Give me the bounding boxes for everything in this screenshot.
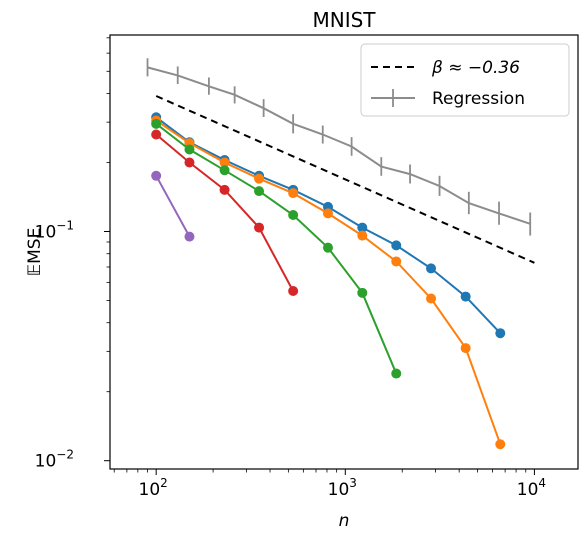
series-2-line — [155, 116, 502, 334]
series-5-point — [219, 184, 230, 195]
series-5-point — [254, 222, 265, 233]
x-axis-label: n — [339, 511, 350, 531]
series-3-point — [495, 439, 506, 450]
series-4-point — [357, 287, 368, 298]
series-4-point — [254, 186, 265, 197]
series-2-point — [391, 240, 402, 251]
series-4-point — [322, 242, 333, 253]
series-2-point — [495, 328, 506, 339]
series-4-line — [155, 123, 398, 374]
series-3-point — [219, 157, 230, 168]
plot-area — [146, 58, 535, 450]
legend-label: Regression — [432, 89, 525, 109]
regression-line — [147, 66, 531, 225]
series-5-point — [184, 157, 195, 168]
legend: β ≈ −0.36 Regression — [360, 43, 570, 117]
y-tick-label: 10−2 — [35, 448, 74, 472]
series-3-point — [426, 293, 437, 304]
plot-frame — [109, 34, 579, 470]
x-tick-label: 104 — [517, 476, 546, 500]
x-tick-label: 103 — [328, 476, 357, 500]
series-3-point — [357, 230, 368, 241]
legend-label: β ≈ −0.36 — [431, 58, 520, 78]
series-2-point — [426, 263, 437, 274]
series-4-point — [184, 144, 195, 155]
series-3-point — [460, 343, 471, 354]
y-tick-label: 10−1 — [35, 219, 74, 243]
chart-title: MNIST — [312, 8, 376, 32]
series-4-point — [151, 118, 162, 129]
series-4-point — [288, 210, 299, 221]
series-3-point — [288, 188, 299, 199]
y-axis: 10−2 10−1 — [35, 37, 110, 472]
x-tick-label: 102 — [139, 476, 168, 500]
reference-slope-line — [155, 95, 535, 264]
series-2-point — [357, 222, 368, 233]
series-3-point — [391, 256, 402, 267]
series-2-point — [460, 291, 471, 302]
series-4-point — [391, 368, 402, 379]
y-axis-label: 𝔼MSE — [25, 228, 45, 277]
series-3-point — [254, 173, 265, 184]
series-6-point — [184, 231, 195, 242]
x-axis: 102 103 104 — [113, 469, 546, 500]
series-4-point — [219, 165, 230, 176]
series-6-line — [155, 175, 191, 238]
series-6-point — [151, 170, 162, 181]
series-3-point — [322, 208, 333, 219]
series-5-point — [288, 286, 299, 297]
series-5-point — [151, 129, 162, 140]
